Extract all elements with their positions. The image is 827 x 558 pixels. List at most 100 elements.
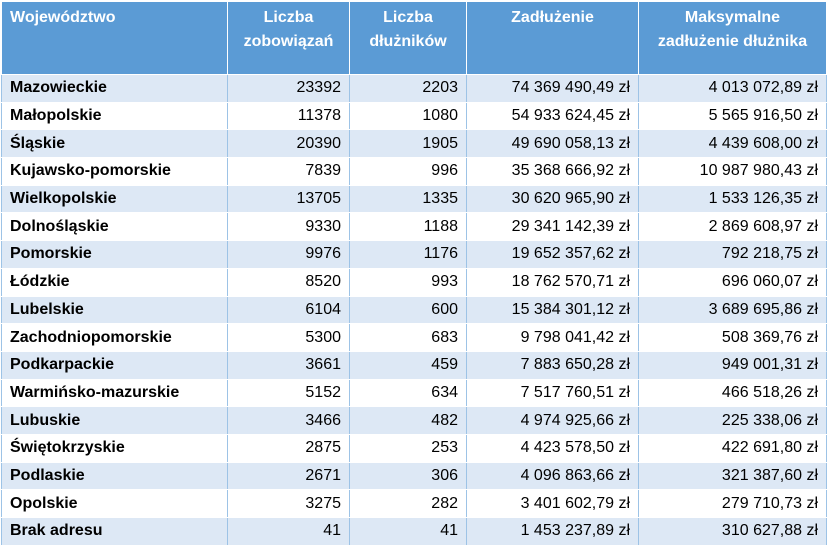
table-row: Warmińsko-mazurskie 5152 634 7 517 760,51 z… xyxy=(1,378,827,408)
cell-debt: 7 517 760,51 zł xyxy=(466,378,639,408)
cell-debt: 35 368 666,92 zł xyxy=(466,157,639,186)
cell-obligations: 3275 xyxy=(227,489,350,518)
cell-voivodeship: Kujawsko-pomorskie xyxy=(1,157,228,186)
table-row: Zachodniopomorskie 5300 683 9 798 041,42 zł… xyxy=(1,323,827,352)
table-row: Podkarpackie 3661 459 7 883 650,28 zł 949 00… xyxy=(1,350,827,380)
cell-max-debt: 422 691,80 zł xyxy=(638,433,827,463)
cell-debtors: 1080 xyxy=(349,101,467,131)
table-row: Śląskie 20390 1905 49 690 058,13 zł 4 439 60… xyxy=(1,129,827,159)
cell-obligations: 23392 xyxy=(227,74,350,103)
cell-debt: 19 652 357,62 zł xyxy=(466,240,639,269)
cell-debt: 18 762 570,71 zł xyxy=(466,267,639,297)
cell-obligations: 9330 xyxy=(227,212,350,242)
cell-obligations: 6104 xyxy=(227,295,350,325)
cell-debt: 54 933 624,45 zł xyxy=(466,101,639,131)
table-body: Mazowieckie 23392 2203 74 369 490,49 zł 4 01… xyxy=(1,74,827,546)
cell-debtors: 683 xyxy=(349,323,467,352)
cell-voivodeship: Śląskie xyxy=(1,129,228,159)
cell-obligations: 20390 xyxy=(227,129,350,159)
cell-max-debt: 466 518,26 zł xyxy=(638,378,827,408)
column-header-voivodeship: Województwo xyxy=(1,1,228,75)
cell-debtors: 634 xyxy=(349,378,467,408)
cell-debt: 4 423 578,50 zł xyxy=(466,433,639,463)
cell-max-debt: 4 439 608,00 zł xyxy=(638,129,827,159)
table-row: Świętokrzyskie 2875 253 4 423 578,50 zł 422 … xyxy=(1,433,827,463)
cell-voivodeship: Podkarpackie xyxy=(1,350,228,380)
cell-voivodeship: Podlaskie xyxy=(1,461,228,491)
table-row: Opolskie 3275 282 3 401 602,79 zł 279 710,73… xyxy=(1,489,827,518)
column-header-debtors: Liczba dłużników xyxy=(349,1,467,75)
cell-max-debt: 4 013 072,89 zł xyxy=(638,74,827,103)
cell-voivodeship: Świętokrzyskie xyxy=(1,433,228,463)
cell-debt: 4 974 925,66 zł xyxy=(466,406,639,435)
cell-debtors: 253 xyxy=(349,433,467,463)
cell-debt: 74 369 490,49 zł xyxy=(466,74,639,103)
cell-debt: 3 401 602,79 zł xyxy=(466,489,639,518)
cell-voivodeship: Wielkopolskie xyxy=(1,184,228,214)
cell-debtors: 600 xyxy=(349,295,467,325)
cell-max-debt: 792 218,75 zł xyxy=(638,240,827,269)
cell-max-debt: 279 710,73 zł xyxy=(638,489,827,518)
cell-max-debt: 508 369,76 zł xyxy=(638,323,827,352)
table-row: Lubelskie 6104 600 15 384 301,12 zł 3 689 69… xyxy=(1,295,827,325)
cell-debtors: 2203 xyxy=(349,74,467,103)
cell-obligations: 8520 xyxy=(227,267,350,297)
cell-debtors: 1905 xyxy=(349,129,467,159)
cell-debt: 30 620 965,90 zł xyxy=(466,184,639,214)
cell-max-debt: 225 338,06 zł xyxy=(638,406,827,435)
table-row: Wielkopolskie 13705 1335 30 620 965,90 zł 1 … xyxy=(1,184,827,214)
cell-debtors: 996 xyxy=(349,157,467,186)
cell-max-debt: 696 060,07 zł xyxy=(638,267,827,297)
cell-max-debt: 2 869 608,97 zł xyxy=(638,212,827,242)
cell-obligations: 5152 xyxy=(227,378,350,408)
cell-obligations: 3466 xyxy=(227,406,350,435)
cell-debtors: 1335 xyxy=(349,184,467,214)
column-header-debt: Zadłużenie xyxy=(466,1,639,75)
table-row: Mazowieckie 23392 2203 74 369 490,49 zł 4 01… xyxy=(1,74,827,103)
debt-by-voivodeship-table: Województwo Liczba zobowiązań Liczba dłu… xyxy=(1,1,827,546)
header-row: Województwo Liczba zobowiązań Liczba dłu… xyxy=(1,1,827,75)
cell-voivodeship: Mazowieckie xyxy=(1,74,228,103)
table-row: Pomorskie 9976 1176 19 652 357,62 zł 792 218… xyxy=(1,240,827,269)
cell-obligations: 2671 xyxy=(227,461,350,491)
cell-debtors: 993 xyxy=(349,267,467,297)
cell-obligations: 11378 xyxy=(227,101,350,131)
cell-voivodeship: Lubelskie xyxy=(1,295,228,325)
cell-voivodeship: Łódzkie xyxy=(1,267,228,297)
cell-debt: 49 690 058,13 zł xyxy=(466,129,639,159)
cell-debt: 15 384 301,12 zł xyxy=(466,295,639,325)
cell-debtors: 306 xyxy=(349,461,467,491)
column-header-obligations: Liczba zobowiązań xyxy=(227,1,350,75)
cell-debt: 29 341 142,39 zł xyxy=(466,212,639,242)
cell-voivodeship: Lubuskie xyxy=(1,406,228,435)
table-row: Brak adresu 41 41 1 453 237,89 zł 310 627,88… xyxy=(1,517,827,546)
cell-debt: 1 453 237,89 zł xyxy=(466,517,639,546)
cell-debt: 4 096 863,66 zł xyxy=(466,461,639,491)
cell-max-debt: 5 565 916,50 zł xyxy=(638,101,827,131)
cell-debtors: 459 xyxy=(349,350,467,380)
cell-obligations: 7839 xyxy=(227,157,350,186)
cell-voivodeship: Dolnośląskie xyxy=(1,212,228,242)
cell-voivodeship: Zachodniopomorskie xyxy=(1,323,228,352)
cell-debtors: 1176 xyxy=(349,240,467,269)
table-row: Dolnośląskie 9330 1188 29 341 142,39 zł 2 86… xyxy=(1,212,827,242)
cell-debt: 9 798 041,42 zł xyxy=(466,323,639,352)
cell-max-debt: 321 387,60 zł xyxy=(638,461,827,491)
cell-debtors: 282 xyxy=(349,489,467,518)
cell-max-debt: 1 533 126,35 zł xyxy=(638,184,827,214)
column-header-max-debt: Maksymalne zadłużenie dłużnika xyxy=(638,1,827,75)
table-row: Małopolskie 11378 1080 54 933 624,45 zł 5 56… xyxy=(1,101,827,131)
cell-obligations: 9976 xyxy=(227,240,350,269)
cell-obligations: 13705 xyxy=(227,184,350,214)
cell-obligations: 3661 xyxy=(227,350,350,380)
table-row: Kujawsko-pomorskie 7839 996 35 368 666,92 z… xyxy=(1,157,827,186)
table-row: Łódzkie 8520 993 18 762 570,71 zł 696 060,07… xyxy=(1,267,827,297)
cell-obligations: 41 xyxy=(227,517,350,546)
cell-debt: 7 883 650,28 zł xyxy=(466,350,639,380)
cell-debtors: 1188 xyxy=(349,212,467,242)
cell-max-debt: 310 627,88 zł xyxy=(638,517,827,546)
cell-max-debt: 949 001,31 zł xyxy=(638,350,827,380)
cell-max-debt: 10 987 980,43 zł xyxy=(638,157,827,186)
table-row: Podlaskie 2671 306 4 096 863,66 zł 321 387,6… xyxy=(1,461,827,491)
table-header: Województwo Liczba zobowiązań Liczba dłu… xyxy=(1,1,827,75)
